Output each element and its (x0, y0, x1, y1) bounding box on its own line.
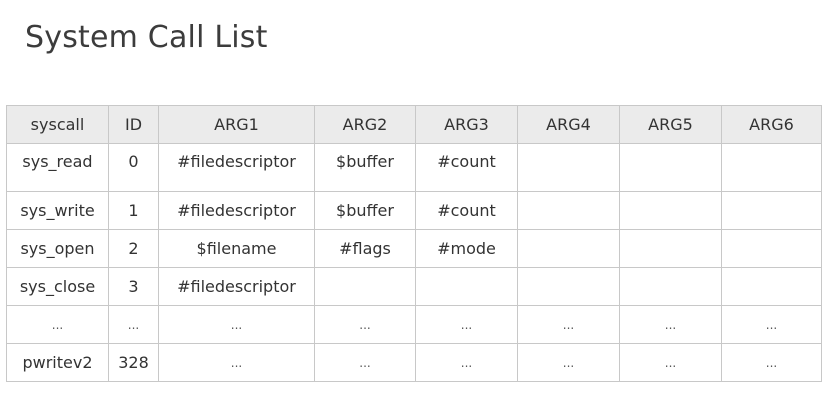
cell-arg6 (721, 143, 822, 192)
cell-id: 328 (108, 343, 159, 382)
cell-arg6 (721, 267, 822, 306)
header-id: ID (108, 105, 159, 144)
cell-arg6: ... (721, 343, 822, 382)
table-row: sys_read 0 #filedescriptor $buffer #coun… (6, 143, 822, 192)
cell-syscall: sys_read (6, 143, 109, 192)
cell-arg4: ... (517, 305, 620, 344)
table-row: ... ... ... ... ... ... ... ... (6, 305, 822, 344)
cell-arg2: ... (314, 343, 416, 382)
table-row: sys_write 1 #filedescriptor $buffer #cou… (6, 191, 822, 230)
syscall-table: syscall ID ARG1 ARG2 ARG3 ARG4 ARG5 ARG6… (6, 105, 822, 382)
cell-arg2: $buffer (314, 191, 416, 230)
header-arg5: ARG5 (619, 105, 722, 144)
cell-arg1: #filedescriptor (158, 191, 315, 230)
cell-id: 2 (108, 229, 159, 268)
cell-arg3: ... (415, 343, 518, 382)
cell-arg2: $buffer (314, 143, 416, 192)
cell-arg6 (721, 229, 822, 268)
table-header-row: syscall ID ARG1 ARG2 ARG3 ARG4 ARG5 ARG6 (6, 105, 822, 144)
cell-arg3: #mode (415, 229, 518, 268)
cell-arg5 (619, 191, 722, 230)
cell-arg1: ... (158, 305, 315, 344)
cell-arg1: ... (158, 343, 315, 382)
cell-arg5: ... (619, 343, 722, 382)
cell-arg2 (314, 267, 416, 306)
cell-arg5 (619, 143, 722, 192)
header-syscall: syscall (6, 105, 109, 144)
cell-id: 1 (108, 191, 159, 230)
cell-arg5 (619, 229, 722, 268)
cell-syscall: sys_write (6, 191, 109, 230)
cell-arg4: ... (517, 343, 620, 382)
cell-id: 3 (108, 267, 159, 306)
cell-arg4 (517, 229, 620, 268)
cell-id: 0 (108, 143, 159, 192)
table-row: sys_open 2 $filename #flags #mode (6, 229, 822, 268)
cell-syscall: ... (6, 305, 109, 344)
cell-arg2: ... (314, 305, 416, 344)
cell-arg3 (415, 267, 518, 306)
cell-arg2: #flags (314, 229, 416, 268)
table-row: pwritev2 328 ... ... ... ... ... ... (6, 343, 822, 382)
cell-syscall: pwritev2 (6, 343, 109, 382)
header-arg2: ARG2 (314, 105, 416, 144)
cell-arg5: ... (619, 305, 722, 344)
cell-arg5 (619, 267, 722, 306)
cell-arg6: ... (721, 305, 822, 344)
cell-arg1: #filedescriptor (158, 143, 315, 192)
header-arg4: ARG4 (517, 105, 620, 144)
cell-arg4 (517, 143, 620, 192)
cell-id: ... (108, 305, 159, 344)
cell-arg1: #filedescriptor (158, 267, 315, 306)
cell-syscall: sys_close (6, 267, 109, 306)
cell-arg3: #count (415, 191, 518, 230)
header-arg3: ARG3 (415, 105, 518, 144)
cell-arg3: ... (415, 305, 518, 344)
cell-arg4 (517, 191, 620, 230)
header-arg1: ARG1 (158, 105, 315, 144)
cell-arg6 (721, 191, 822, 230)
cell-syscall: sys_open (6, 229, 109, 268)
header-arg6: ARG6 (721, 105, 822, 144)
cell-arg1: $filename (158, 229, 315, 268)
table-row: sys_close 3 #filedescriptor (6, 267, 822, 306)
cell-arg3: #count (415, 143, 518, 192)
cell-arg4 (517, 267, 620, 306)
page-title: System Call List (25, 20, 268, 55)
